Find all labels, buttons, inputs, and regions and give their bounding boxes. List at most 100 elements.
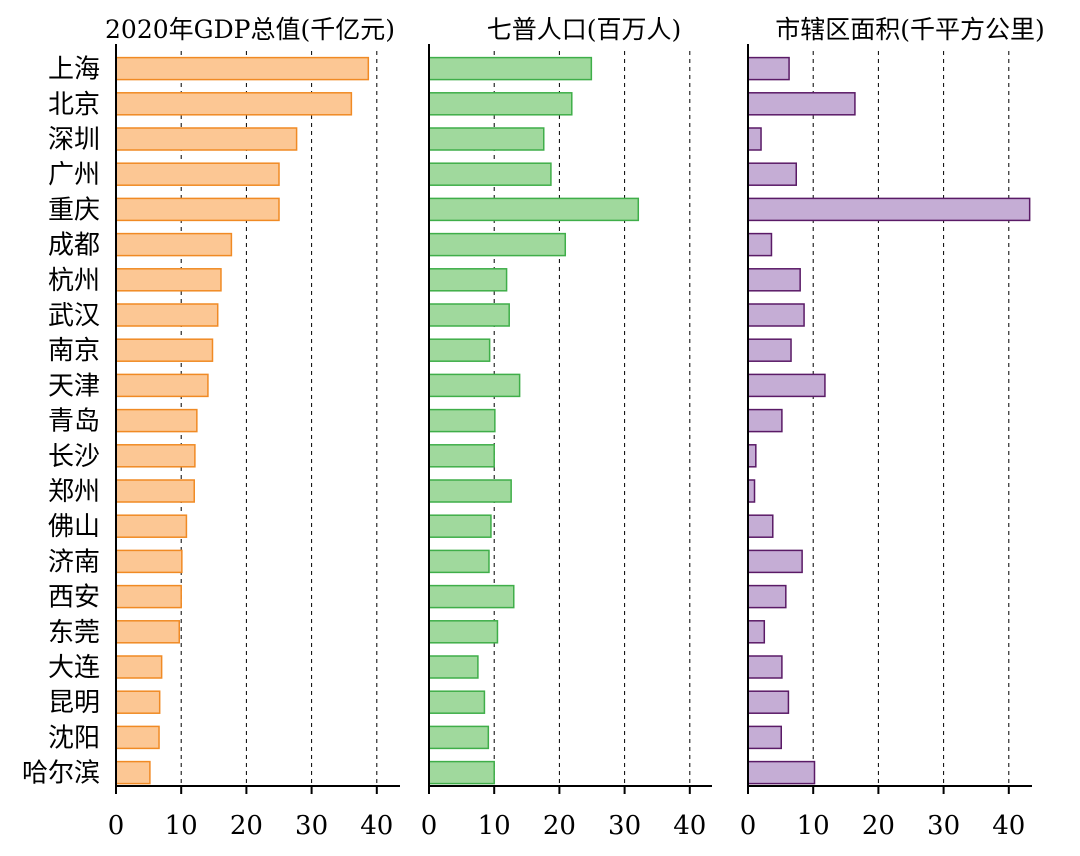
bar-p0-19 [115,725,160,750]
bar-p1-9 [428,373,521,398]
x-tick-label-p2-4: 40 [992,811,1025,841]
x-tick-label-p0-3: 30 [295,811,328,841]
bar-p0-9 [115,373,209,398]
city-label-1: 北京 [48,90,100,120]
bar-p2-6 [747,268,801,292]
bar-p1-14 [428,549,490,574]
city-label-10: 青岛 [48,407,100,437]
bar-p2-9 [747,373,826,398]
bar-p2-16 [747,620,766,644]
bar-p2-14 [747,549,803,574]
x-tick-label-p2-2: 20 [862,811,895,841]
x-tick-label-p2-1: 10 [797,811,830,841]
bar-p2-2 [747,127,762,151]
city-label-5: 成都 [48,231,100,261]
bar-p0-14 [115,549,183,574]
bar-p0-20 [115,760,151,785]
bar-p1-3 [428,162,552,186]
x-tick-label-p1-1: 10 [478,811,511,841]
city-label-12: 郑州 [48,477,100,507]
x-tick-label-p2-0: 0 [740,811,757,841]
bar-p2-10 [747,408,783,433]
bar-p0-16 [115,620,180,644]
bar-p0-18 [115,690,161,714]
city-label-15: 西安 [48,583,100,613]
x-tick-label-p1-2: 20 [543,811,576,841]
x-tick-label-p2-3: 30 [927,811,960,841]
bar-p1-16 [428,620,499,644]
city-label-4: 重庆 [48,195,100,225]
bar-p0-10 [115,408,198,433]
bar-p2-7 [747,303,805,327]
bar-p1-7 [428,303,510,327]
city-label-20: 哈尔滨 [22,759,100,789]
city-label-6: 杭州 [48,266,100,296]
bar-p1-11 [428,444,495,468]
city-label-17: 大连 [48,653,100,683]
panel-title-1: 七普人口(百万人) [487,15,682,44]
bar-p0-8 [115,338,214,362]
bar-p1-13 [428,514,492,538]
bar-p2-11 [747,444,757,468]
bar-p1-12 [428,479,512,503]
bar-p1-19 [428,725,490,750]
city-label-16: 东莞 [48,618,100,648]
city-label-7: 武汉 [48,301,100,331]
bar-p2-13 [747,514,774,538]
bar-p1-15 [428,584,515,609]
x-tick-label-p0-0: 0 [108,811,125,841]
city-label-0: 上海 [48,55,100,85]
bar-p2-5 [747,232,773,257]
x-tick-label-p1-0: 0 [421,811,438,841]
city-label-2: 深圳 [48,125,100,155]
x-tick-label-p0-2: 20 [230,811,263,841]
city-label-13: 佛山 [48,512,100,542]
city-label-14: 济南 [48,547,100,577]
bar-p2-15 [747,584,787,609]
panel-title-2: 市辖区面积(千平方公里) [775,15,1045,44]
bar-p2-1 [747,92,856,116]
x-tick-label-p1-4: 40 [673,811,706,841]
bar-p1-18 [428,690,486,714]
bar-p1-5 [428,232,567,257]
bar-p1-2 [428,127,545,151]
bar-p2-18 [747,690,790,714]
x-tick-label-p1-3: 30 [608,811,641,841]
bar-p0-4 [115,197,280,222]
city-label-3: 广州 [48,160,100,190]
bar-p1-20 [428,760,495,785]
bar-p0-5 [115,232,233,257]
city-label-8: 南京 [48,336,100,366]
bar-p1-6 [428,268,508,292]
city-label-18: 昆明 [48,688,100,718]
bar-p0-3 [115,162,280,186]
panel-title-0: 2020年GDP总值(千亿元) [105,15,395,44]
bar-p0-0 [115,56,370,81]
bar-p1-4 [428,197,640,222]
bar-p2-0 [747,56,790,81]
bar-p1-0 [428,56,593,81]
bar-p1-8 [428,338,491,362]
bar-p0-7 [115,303,219,327]
bar-p0-2 [115,127,298,151]
bar-p2-8 [747,338,792,362]
bar-p1-1 [428,92,573,116]
bar-p0-1 [115,92,353,116]
bar-p2-20 [747,760,816,785]
bar-p0-15 [115,584,182,609]
bar-p0-12 [115,479,195,503]
bar-p0-11 [115,444,196,468]
city-label-11: 长沙 [48,442,100,472]
bar-p0-6 [115,268,222,292]
city-label-19: 沈阳 [48,723,100,753]
bar-p2-19 [747,725,783,750]
city-label-9: 天津 [48,371,100,401]
bar-p0-13 [115,514,188,538]
bar-p1-17 [428,655,479,679]
bar-p2-4 [747,197,1031,222]
bar-p2-3 [747,162,797,186]
bar-p1-10 [428,408,496,433]
x-tick-label-p0-4: 40 [360,811,393,841]
